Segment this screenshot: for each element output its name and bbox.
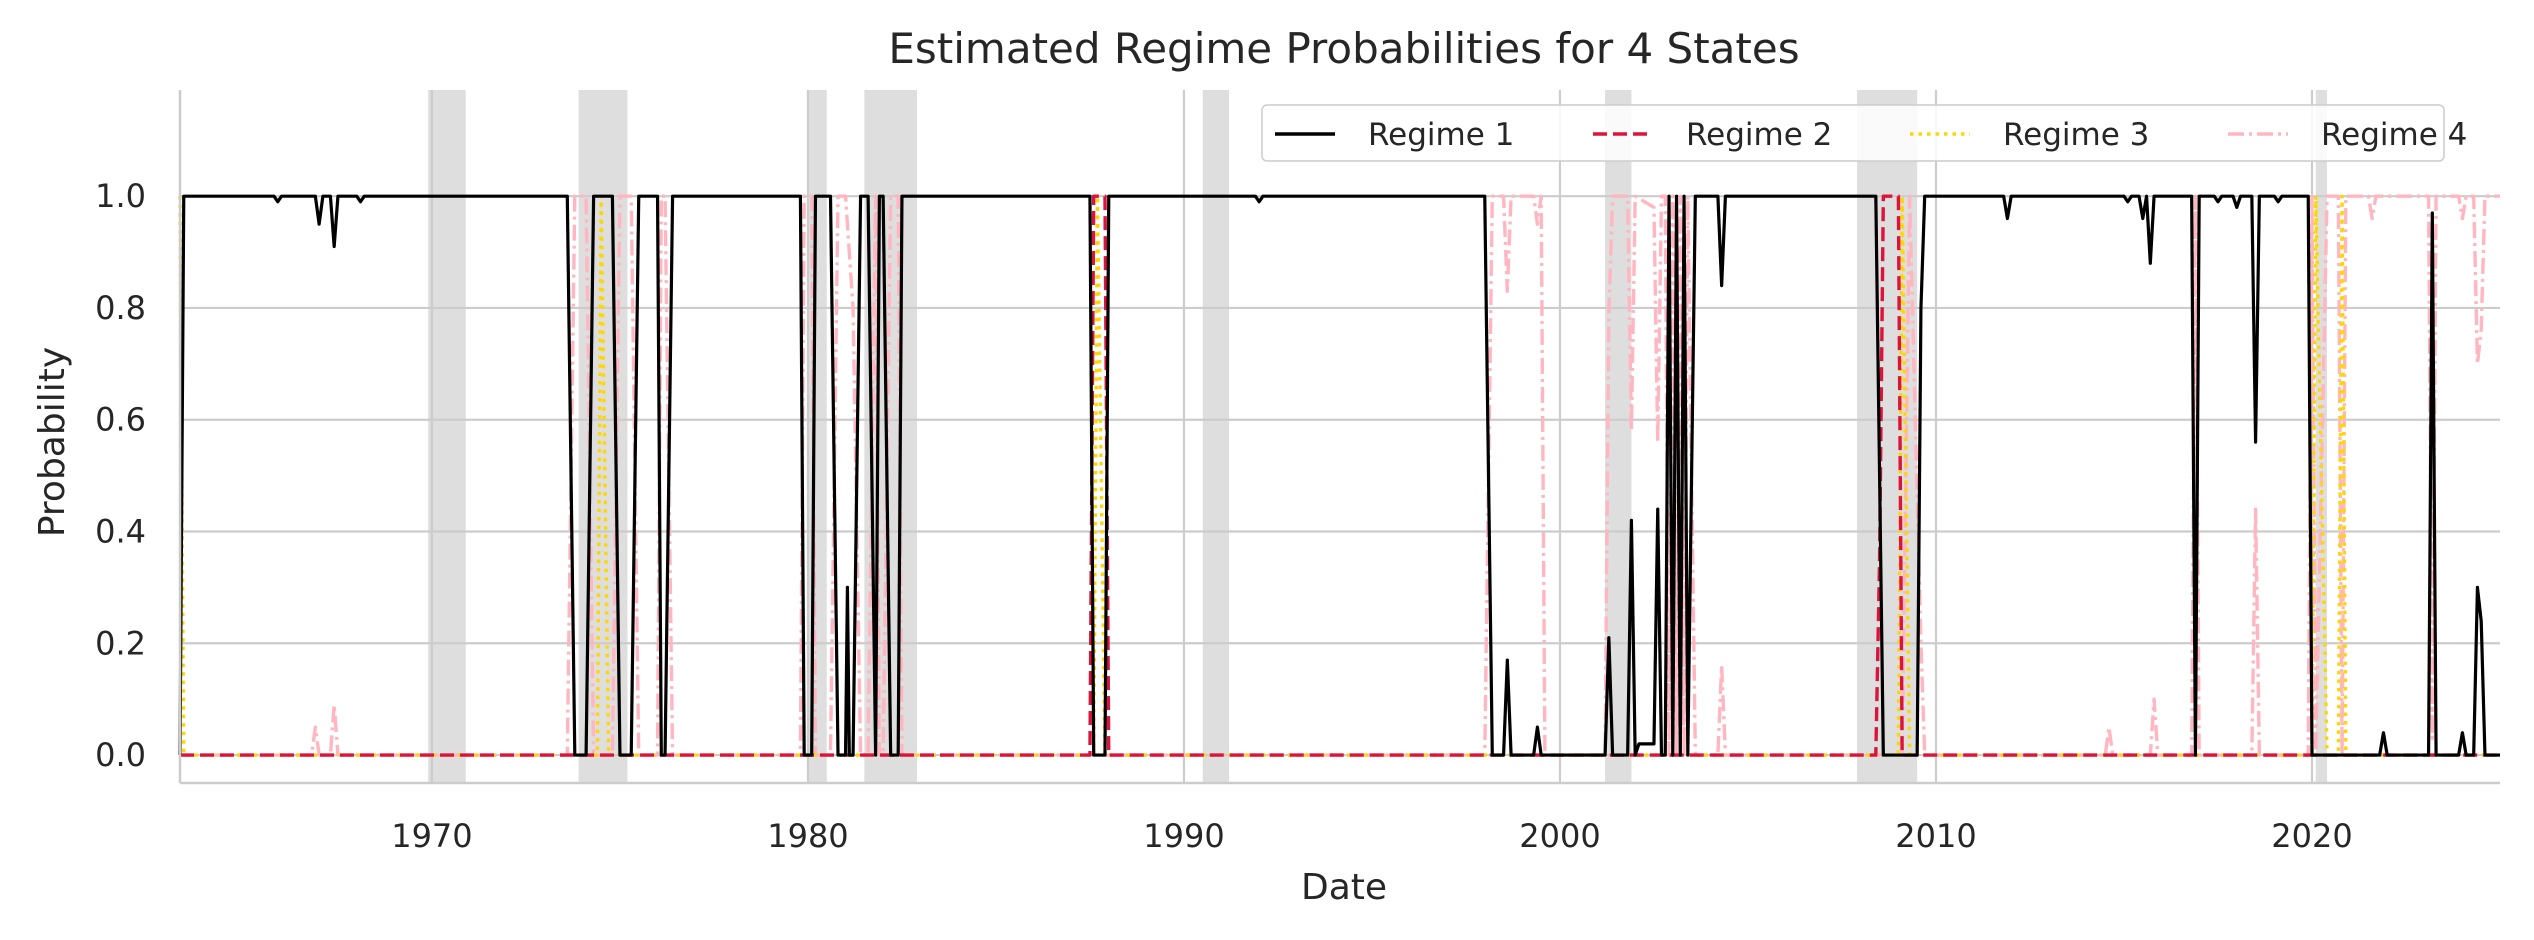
y-tick-label: 1.0 (95, 177, 146, 215)
x-tick-label: 2010 (1895, 817, 1976, 855)
x-tick-label: 1980 (767, 817, 848, 855)
x-tick-label: 2000 (1519, 817, 1600, 855)
legend-label: Regime 4 (2321, 117, 2467, 153)
legend-label: Regime 3 (2003, 117, 2149, 153)
x-tick-label: 1970 (391, 817, 472, 855)
legend-frame (1261, 104, 2445, 162)
series-line-regime-1 (178, 194, 2500, 757)
legend-entry-regime-2: Regime 2 (1593, 117, 1832, 153)
recession-band (428, 90, 466, 783)
axes (178, 90, 2500, 785)
y-tick-label: 0.8 (95, 289, 146, 327)
x-axis-label: Date (1301, 867, 1387, 908)
x-tick-label: 2020 (2271, 817, 2352, 855)
legend-entry-regime-4: Regime 4 (2228, 117, 2467, 153)
series-line-regime-3 (178, 194, 2500, 757)
x-tick-label: 1990 (1143, 817, 1224, 855)
series-line-regime-4 (180, 194, 2500, 757)
legend-entry-regime-3: Regime 3 (1910, 117, 2149, 153)
y-axis-label: Probability (32, 347, 73, 537)
tick-labels: 1970 1980 1990 2000 2010 2020 0.0 0.2 0.4 0.6 0.8 1… (95, 177, 2353, 855)
legend-label: Regime 2 (1686, 117, 1832, 153)
series-lines (178, 194, 2500, 757)
legend-label: Regime 1 (1368, 117, 1514, 153)
y-tick-label: 0.4 (95, 513, 146, 551)
chart-title: Estimated Regime Probabilities for 4 Sta… (888, 24, 1799, 73)
legend: Regime 1 Regime 2 Regime 3 Regime 4 (1261, 104, 2467, 162)
legend-entry-regime-1: Regime 1 (1275, 117, 1514, 153)
y-tick-label: 0.6 (95, 401, 146, 439)
y-tick-label: 0.2 (95, 624, 146, 662)
recession-band (1202, 90, 1230, 783)
y-tick-label: 0.0 (95, 736, 146, 774)
